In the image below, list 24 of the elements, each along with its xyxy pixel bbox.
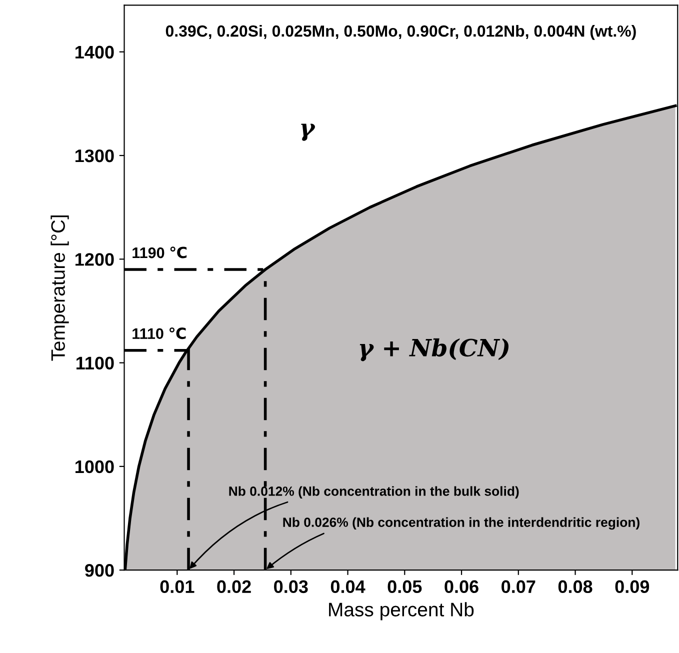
y-tick-label: 1200: [76, 253, 114, 266]
annotation: γ + Nb(CN): [360, 338, 508, 362]
x-axis-title: Mass percent Nb: [329, 602, 474, 620]
x-tick-label: 0.02: [217, 580, 251, 594]
y-tick-label: 1300: [76, 149, 114, 162]
x-tick-label: 0.09: [615, 580, 650, 594]
y-tick-label: 1400: [76, 46, 114, 59]
annotation: γ: [301, 124, 315, 141]
x-tick-label: 0.01: [160, 580, 194, 594]
ref-line-label: Nb 0.012% (Nb concentration in the bulk solid): [229, 486, 519, 498]
y-axis-title: Temperature [°C]: [50, 215, 69, 361]
x-tick-label: 0.05: [388, 580, 422, 594]
x-tick-label: 0.07: [502, 580, 536, 594]
ref-line-label: 1110 ℃: [132, 327, 186, 340]
x-tick-label: 0.08: [558, 580, 592, 594]
x-tick-label: 0.06: [444, 580, 478, 594]
ref-line-label: 1190 ℃: [132, 246, 187, 258]
y-tick-label: 1100: [76, 356, 114, 370]
ref-line-label: Nb 0.026% (Nb concentration in the interdendritic region): [283, 517, 640, 530]
text: 0.39C, 0.20Si, 0.025Mn, 0.50Mo, 0.90Cr, 0.012Nb, 0.004N (wt.%): [166, 24, 636, 40]
x-tick-label: 0.04: [330, 580, 366, 594]
x-tick-label: 0.03: [274, 580, 308, 594]
y-tick-label: 900: [85, 564, 114, 577]
y-tick-label: 1000: [76, 460, 114, 474]
